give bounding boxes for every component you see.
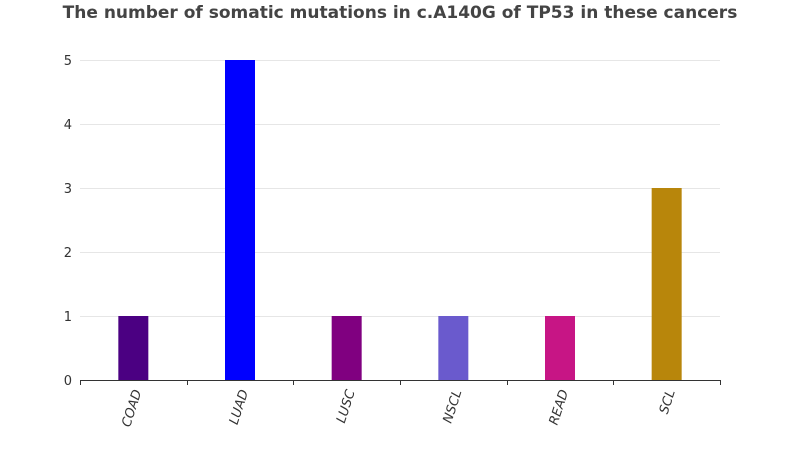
y-tick-label: 4 bbox=[64, 118, 72, 133]
x-tick-label: NSCL bbox=[441, 388, 466, 425]
x-tick-label: READ bbox=[547, 388, 572, 427]
y-tick-label: 2 bbox=[64, 246, 72, 261]
bars bbox=[118, 60, 682, 380]
axes bbox=[80, 380, 721, 385]
y-tick-label: 5 bbox=[64, 54, 72, 69]
chart-title: The number of somatic mutations in c.A14… bbox=[62, 3, 738, 23]
x-tick-label: LUSC bbox=[334, 387, 359, 425]
y-tick-label: 1 bbox=[64, 310, 72, 325]
tick-labels: 0 1 2 3 4 5 COAD LUAD LUSC NSCL READ SCL bbox=[64, 54, 679, 429]
grid-lines bbox=[80, 60, 720, 317]
bar-scl bbox=[651, 188, 682, 380]
x-tick-label: COAD bbox=[119, 388, 145, 429]
bar-luad bbox=[225, 60, 255, 380]
bar-read bbox=[545, 316, 575, 380]
y-tick-label: 3 bbox=[64, 182, 72, 197]
bar-nscl bbox=[438, 316, 469, 380]
x-tick-label: SCL bbox=[657, 388, 679, 416]
x-tick-label: LUAD bbox=[227, 388, 252, 427]
bar-coad bbox=[118, 316, 149, 380]
y-tick-label: 0 bbox=[64, 374, 72, 389]
bar-lusc bbox=[331, 316, 362, 380]
